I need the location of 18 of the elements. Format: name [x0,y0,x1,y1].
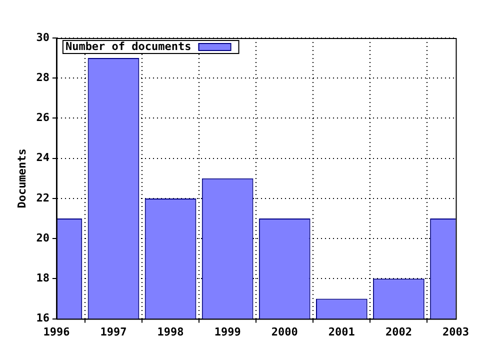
x-tick-label: 2000 [271,325,298,338]
x-tick-label: 1997 [100,325,127,338]
y-tick-label: 26 [36,111,50,124]
y-tick-label: 20 [36,231,50,244]
x-tick-label: 2003 [442,325,470,338]
y-tick-label: 22 [36,191,50,204]
y-tick-label: 28 [36,70,50,84]
y-tick-label: 30 [36,30,50,44]
x-tick-label: 1998 [157,325,184,338]
y-tick-label: 24 [36,151,50,164]
x-tick-label: 2001 [328,325,356,338]
y-tick-label: 18 [36,272,50,285]
x-tick-label: 1996 [43,325,70,338]
x-tick-label: 2002 [385,325,412,338]
y-tick-label: 16 [36,312,50,325]
x-tick-label: 1999 [214,325,241,338]
y-axis-title: Documents [15,148,28,208]
legend-label: Number of documents [65,40,192,53]
